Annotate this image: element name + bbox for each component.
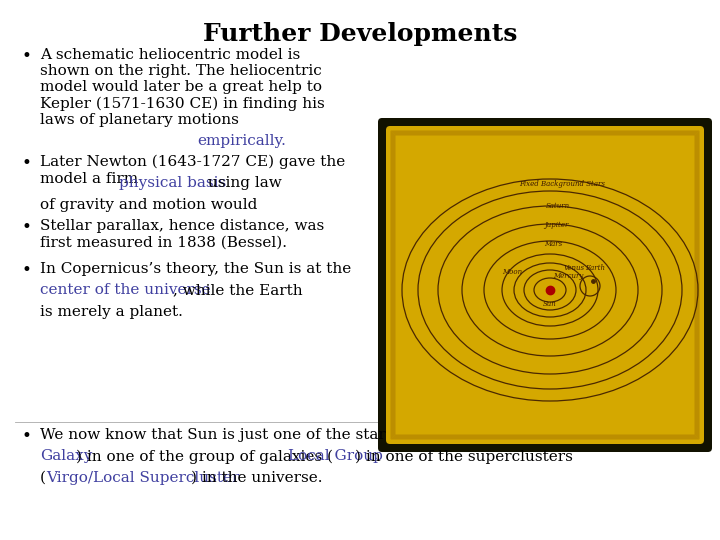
- Text: Mercury: Mercury: [553, 272, 583, 280]
- Text: Moon: Moon: [502, 268, 522, 276]
- Text: In Copernicus’s theory, the Sun is at the: In Copernicus’s theory, the Sun is at th…: [40, 262, 351, 276]
- Text: Mars: Mars: [544, 240, 562, 248]
- Text: is merely a planet.: is merely a planet.: [40, 305, 183, 319]
- Text: Jupiter: Jupiter: [544, 221, 568, 229]
- Text: physical basis: physical basis: [119, 177, 226, 190]
- Text: Further Developments: Further Developments: [203, 22, 517, 46]
- Text: Virgo/Local Supercluster: Virgo/Local Supercluster: [46, 471, 240, 485]
- Text: of gravity and motion would: of gravity and motion would: [40, 198, 257, 212]
- Text: center of the universe: center of the universe: [40, 284, 211, 298]
- Text: Milky Way: Milky Way: [464, 428, 544, 442]
- Text: ) in one of the group of galaxies (: ) in one of the group of galaxies (: [76, 449, 333, 464]
- Text: •: •: [22, 428, 32, 445]
- Text: (: (: [40, 471, 46, 485]
- Text: Venus: Venus: [564, 264, 585, 272]
- FancyBboxPatch shape: [378, 118, 712, 452]
- Text: Later Newton (1643-1727 CE) gave the
model a firm: Later Newton (1643-1727 CE) gave the mod…: [40, 155, 346, 186]
- Text: Earth: Earth: [585, 264, 605, 272]
- Text: Local Group: Local Group: [288, 449, 383, 463]
- Text: Saturn: Saturn: [546, 202, 570, 210]
- Text: using law: using law: [203, 177, 282, 190]
- Text: empirically.: empirically.: [197, 133, 286, 147]
- Text: ) in the universe.: ) in the universe.: [192, 471, 323, 485]
- Text: •: •: [22, 262, 32, 279]
- Text: We now know that Sun is just one of the stars in one of the galaxies (: We now know that Sun is just one of the …: [40, 428, 574, 442]
- Text: Fixed Background Stars: Fixed Background Stars: [519, 180, 605, 188]
- Text: Stellar parallax, hence distance, was
first measured in 1838 (Bessel).: Stellar parallax, hence distance, was fi…: [40, 219, 324, 249]
- Text: •: •: [22, 48, 32, 65]
- Text: Sun: Sun: [543, 300, 557, 308]
- Text: Galaxy: Galaxy: [40, 449, 92, 463]
- Text: •: •: [22, 219, 32, 236]
- FancyBboxPatch shape: [386, 126, 704, 444]
- Text: ) in one of the superclusters: ) in one of the superclusters: [355, 449, 572, 464]
- Text: A schematic heliocentric model is
shown on the right. The heliocentric
model wou: A schematic heliocentric model is shown …: [40, 48, 325, 127]
- Text: , while the Earth: , while the Earth: [173, 284, 302, 298]
- Text: •: •: [22, 155, 32, 172]
